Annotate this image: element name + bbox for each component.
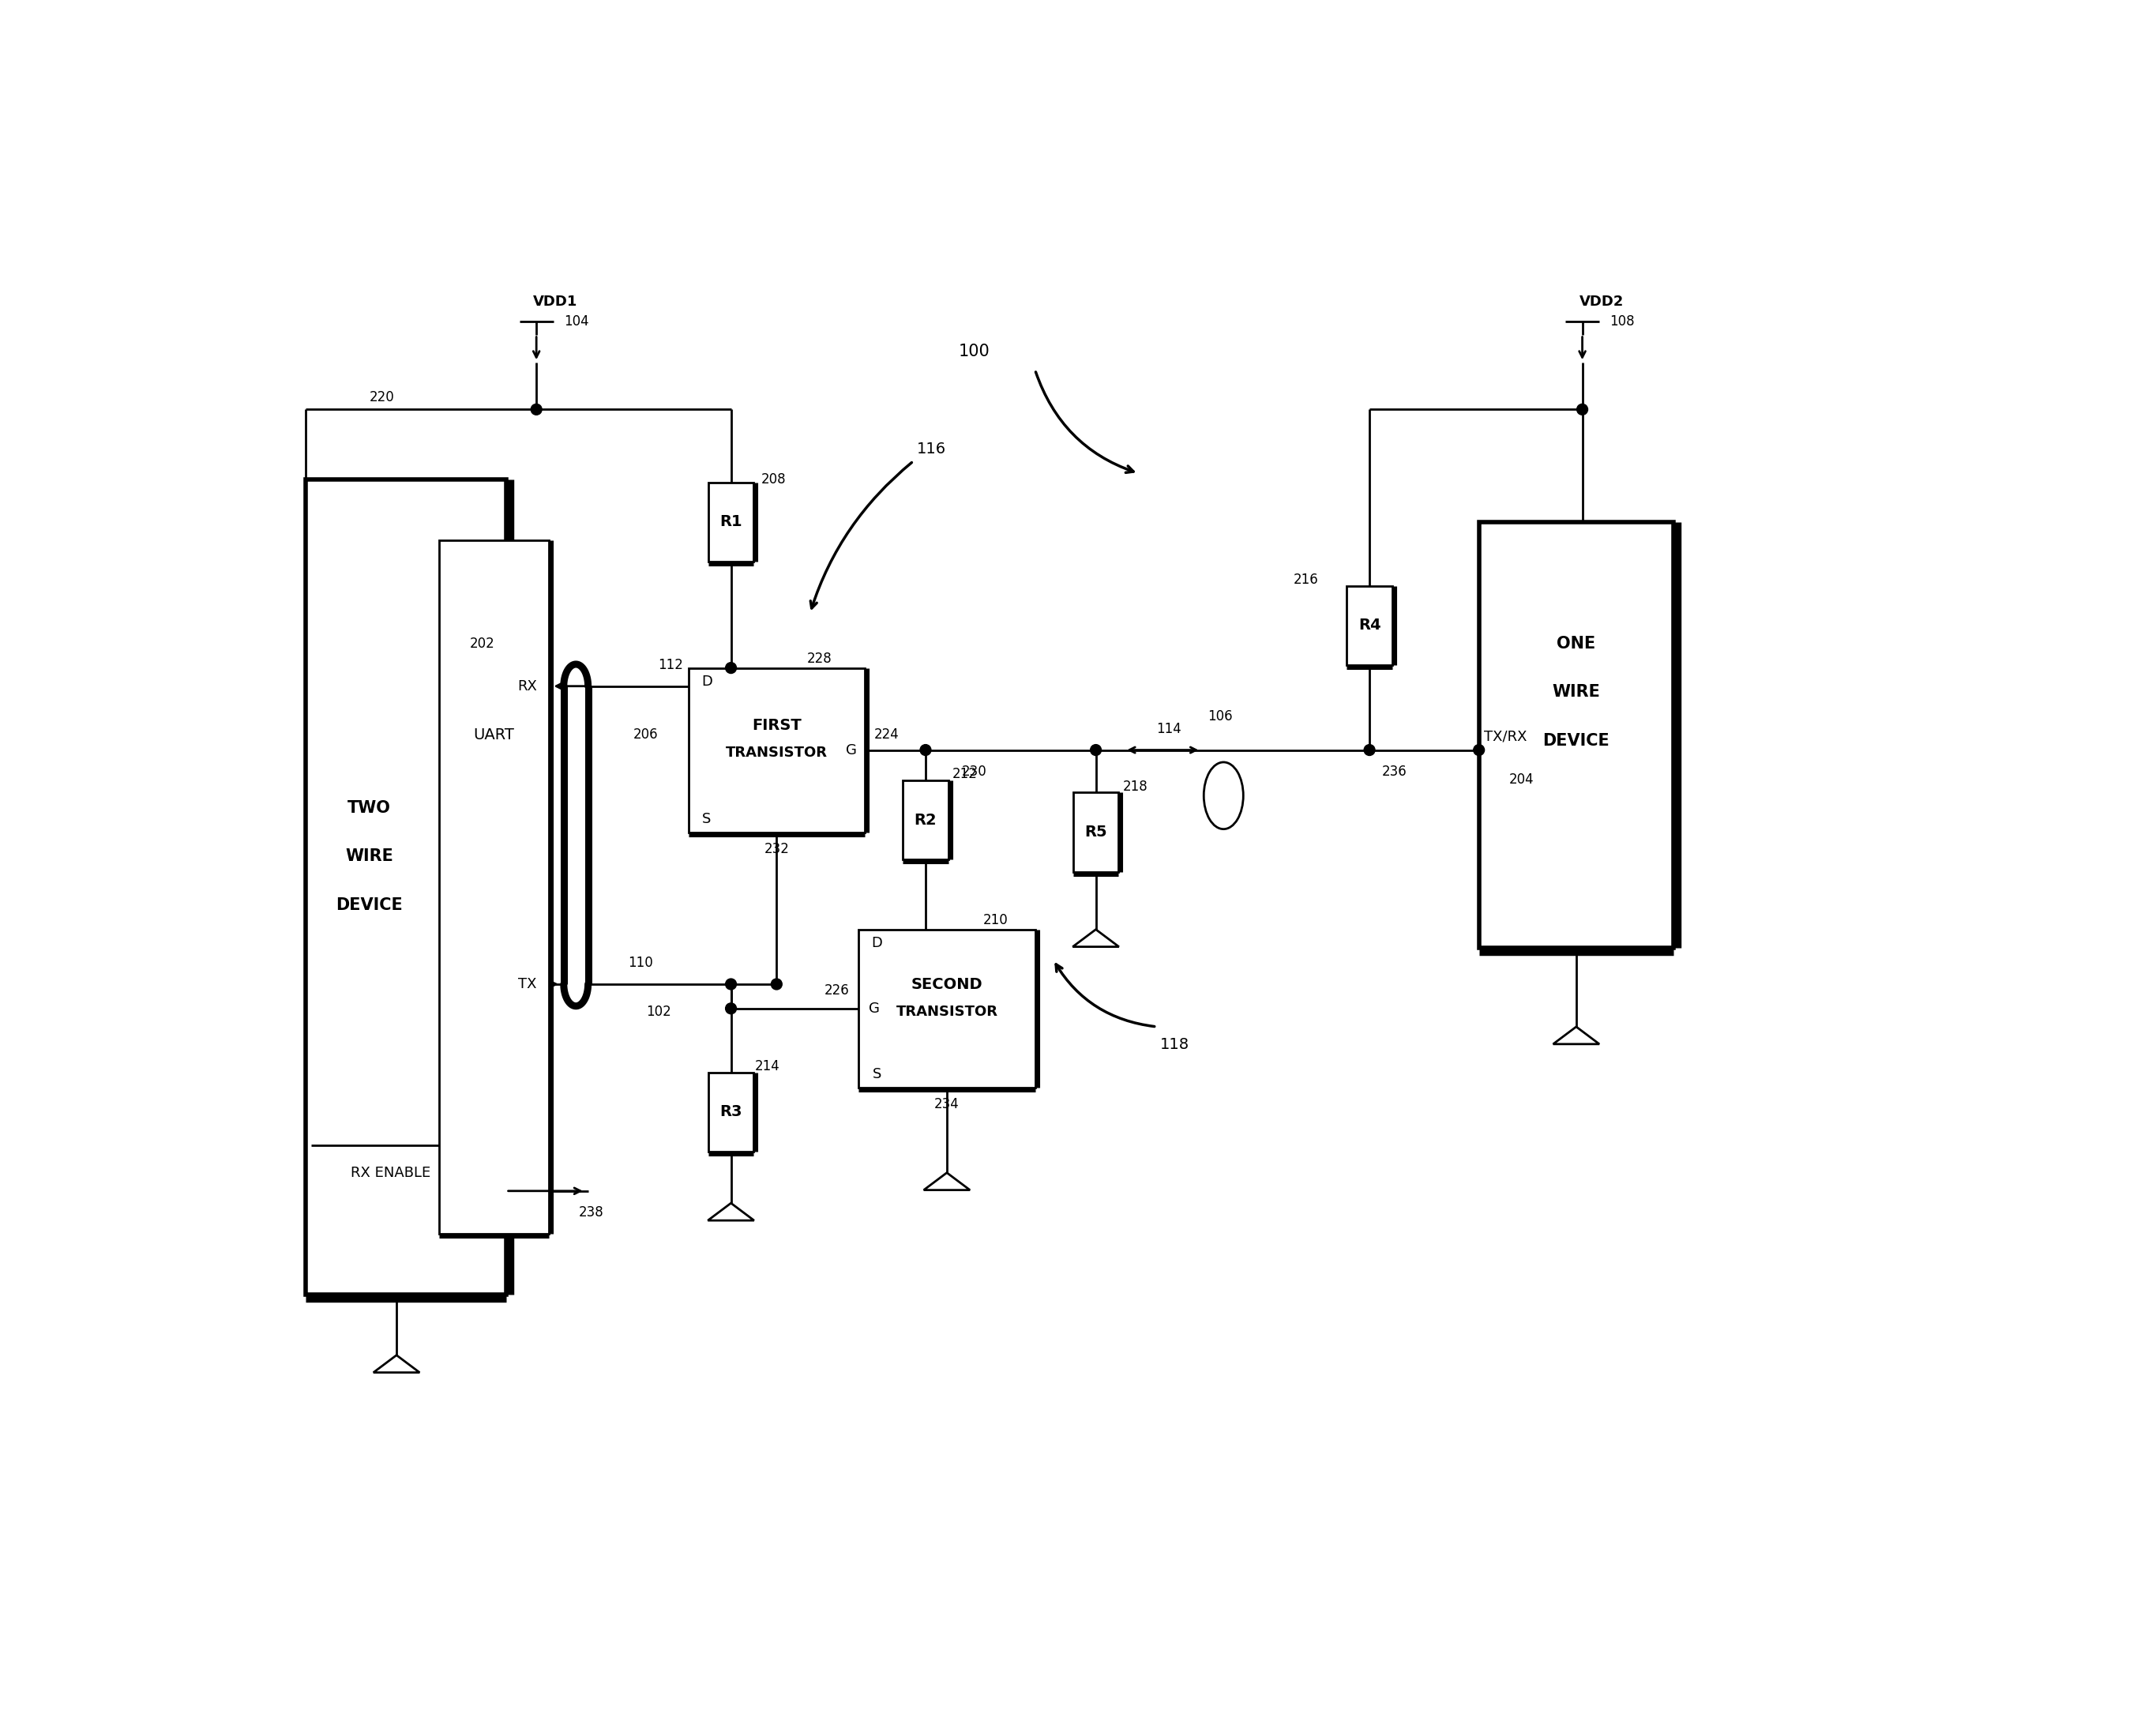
Text: 108: 108: [1611, 314, 1634, 329]
Bar: [306, 480, 507, 1294]
Circle shape: [724, 1003, 737, 1015]
Bar: [707, 1073, 755, 1152]
Circle shape: [724, 979, 737, 989]
Circle shape: [1091, 744, 1102, 756]
Bar: [688, 668, 865, 831]
Text: 228: 228: [806, 651, 832, 667]
Text: 210: 210: [983, 914, 1009, 927]
Text: DEVICE: DEVICE: [336, 896, 403, 914]
Text: 112: 112: [658, 658, 683, 672]
Circle shape: [530, 405, 541, 415]
Text: 206: 206: [634, 728, 658, 742]
Text: 230: 230: [962, 764, 987, 778]
Bar: [1348, 586, 1393, 665]
Text: G: G: [845, 742, 856, 758]
Circle shape: [1576, 405, 1587, 415]
Text: R5: R5: [1084, 824, 1108, 840]
Text: S: S: [703, 812, 711, 826]
Text: RX: RX: [517, 679, 537, 692]
Text: R1: R1: [720, 514, 742, 530]
Text: TRANSISTOR: TRANSISTOR: [727, 746, 828, 761]
Text: ONE: ONE: [1557, 636, 1595, 651]
Text: 234: 234: [934, 1097, 959, 1112]
Text: S: S: [873, 1068, 882, 1082]
Circle shape: [724, 662, 737, 674]
Text: VDD1: VDD1: [533, 295, 578, 309]
Text: 100: 100: [959, 345, 990, 360]
Bar: [858, 929, 1035, 1088]
Text: FIRST: FIRST: [752, 718, 802, 734]
Text: 226: 226: [824, 984, 849, 998]
Text: TX: TX: [517, 977, 537, 991]
Text: 232: 232: [763, 842, 789, 857]
Bar: [707, 482, 755, 562]
Text: 110: 110: [627, 956, 653, 970]
Text: WIRE: WIRE: [1552, 684, 1600, 699]
Text: 204: 204: [1509, 771, 1535, 787]
Text: SECOND: SECOND: [912, 977, 983, 992]
Text: R2: R2: [914, 812, 938, 828]
Bar: [1074, 792, 1119, 872]
Text: R4: R4: [1358, 617, 1380, 632]
Bar: [1479, 523, 1673, 948]
Text: D: D: [701, 674, 711, 689]
Text: TWO: TWO: [347, 800, 390, 816]
Text: VDD2: VDD2: [1578, 295, 1623, 309]
Text: RX ENABLE: RX ENABLE: [351, 1166, 431, 1179]
Text: 218: 218: [1123, 780, 1147, 794]
Text: 208: 208: [761, 473, 787, 487]
Text: 114: 114: [1156, 722, 1181, 735]
Text: 118: 118: [1160, 1037, 1190, 1052]
Text: 116: 116: [916, 442, 946, 456]
Text: DEVICE: DEVICE: [1544, 734, 1611, 749]
Text: 224: 224: [873, 728, 899, 742]
Text: 102: 102: [647, 1004, 671, 1018]
Bar: [440, 540, 548, 1234]
Text: UART: UART: [474, 727, 515, 742]
Circle shape: [1473, 744, 1485, 756]
Text: 106: 106: [1207, 710, 1233, 723]
Bar: [903, 780, 949, 859]
Text: D: D: [871, 936, 882, 950]
Text: G: G: [869, 1001, 880, 1016]
Ellipse shape: [1203, 763, 1244, 830]
Text: 216: 216: [1294, 572, 1317, 586]
Circle shape: [772, 979, 783, 989]
Text: 236: 236: [1382, 764, 1406, 778]
Text: TX/RX: TX/RX: [1483, 730, 1526, 744]
Circle shape: [1365, 744, 1376, 756]
Text: TRANSISTOR: TRANSISTOR: [897, 1004, 998, 1018]
Text: 238: 238: [580, 1205, 604, 1219]
Text: 104: 104: [563, 314, 589, 329]
Circle shape: [921, 744, 931, 756]
Text: 220: 220: [369, 391, 395, 405]
Text: WIRE: WIRE: [345, 848, 392, 864]
Text: R3: R3: [720, 1104, 742, 1119]
Text: 212: 212: [953, 768, 977, 782]
Text: 214: 214: [755, 1059, 780, 1073]
Text: 202: 202: [470, 636, 494, 651]
